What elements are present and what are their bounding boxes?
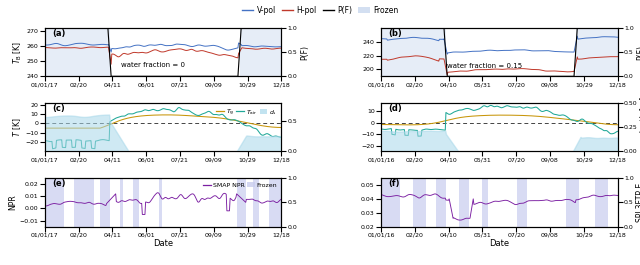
Bar xyxy=(132,178,139,227)
Y-axis label: $T$ [K]: $T$ [K] xyxy=(11,117,22,137)
Y-axis label: P(F): P(F) xyxy=(300,45,309,60)
Bar xyxy=(595,178,609,227)
Legend: V-pol, H-pol, P(F), Frozen: V-pol, H-pol, P(F), Frozen xyxy=(239,2,401,17)
Y-axis label: P(F): P(F) xyxy=(636,45,640,60)
Text: water fraction = 0: water fraction = 0 xyxy=(120,61,184,68)
Bar xyxy=(566,178,579,227)
X-axis label: Date: Date xyxy=(153,239,173,248)
Bar xyxy=(381,178,401,227)
Bar xyxy=(100,178,110,227)
Bar xyxy=(45,28,110,76)
Y-axis label: NPR: NPR xyxy=(8,195,17,210)
Bar xyxy=(269,178,282,227)
Text: (e): (e) xyxy=(52,179,65,188)
Text: (c): (c) xyxy=(52,104,65,113)
Y-axis label: SPL3FTP E: SPL3FTP E xyxy=(636,183,640,222)
Bar xyxy=(482,178,488,227)
Bar xyxy=(74,178,93,227)
Bar xyxy=(237,178,246,227)
Text: (a): (a) xyxy=(52,29,65,38)
Bar xyxy=(381,28,446,76)
Bar xyxy=(459,178,468,227)
Legend: $T_\mathrm{g}$, $T_\mathrm{air}$, $d_\mathrm{s}$: $T_\mathrm{g}$, $T_\mathrm{air}$, $d_\ma… xyxy=(215,106,278,119)
Text: water fraction = 0.15: water fraction = 0.15 xyxy=(447,63,522,69)
Bar xyxy=(413,178,426,227)
Bar xyxy=(240,28,282,76)
Bar xyxy=(159,178,162,227)
Text: (f): (f) xyxy=(388,179,399,188)
Bar xyxy=(576,28,618,76)
Text: (b): (b) xyxy=(388,29,402,38)
Text: (d): (d) xyxy=(388,104,402,113)
X-axis label: Date: Date xyxy=(489,239,509,248)
Bar xyxy=(120,178,123,227)
Bar xyxy=(518,178,527,227)
Bar xyxy=(45,178,64,227)
Bar xyxy=(253,178,259,227)
Y-axis label: $T_\mathrm{B}$ [K]: $T_\mathrm{B}$ [K] xyxy=(12,40,24,64)
Legend: SMAP NPR, Frozen: SMAP NPR, Frozen xyxy=(202,181,278,189)
Bar xyxy=(436,178,446,227)
